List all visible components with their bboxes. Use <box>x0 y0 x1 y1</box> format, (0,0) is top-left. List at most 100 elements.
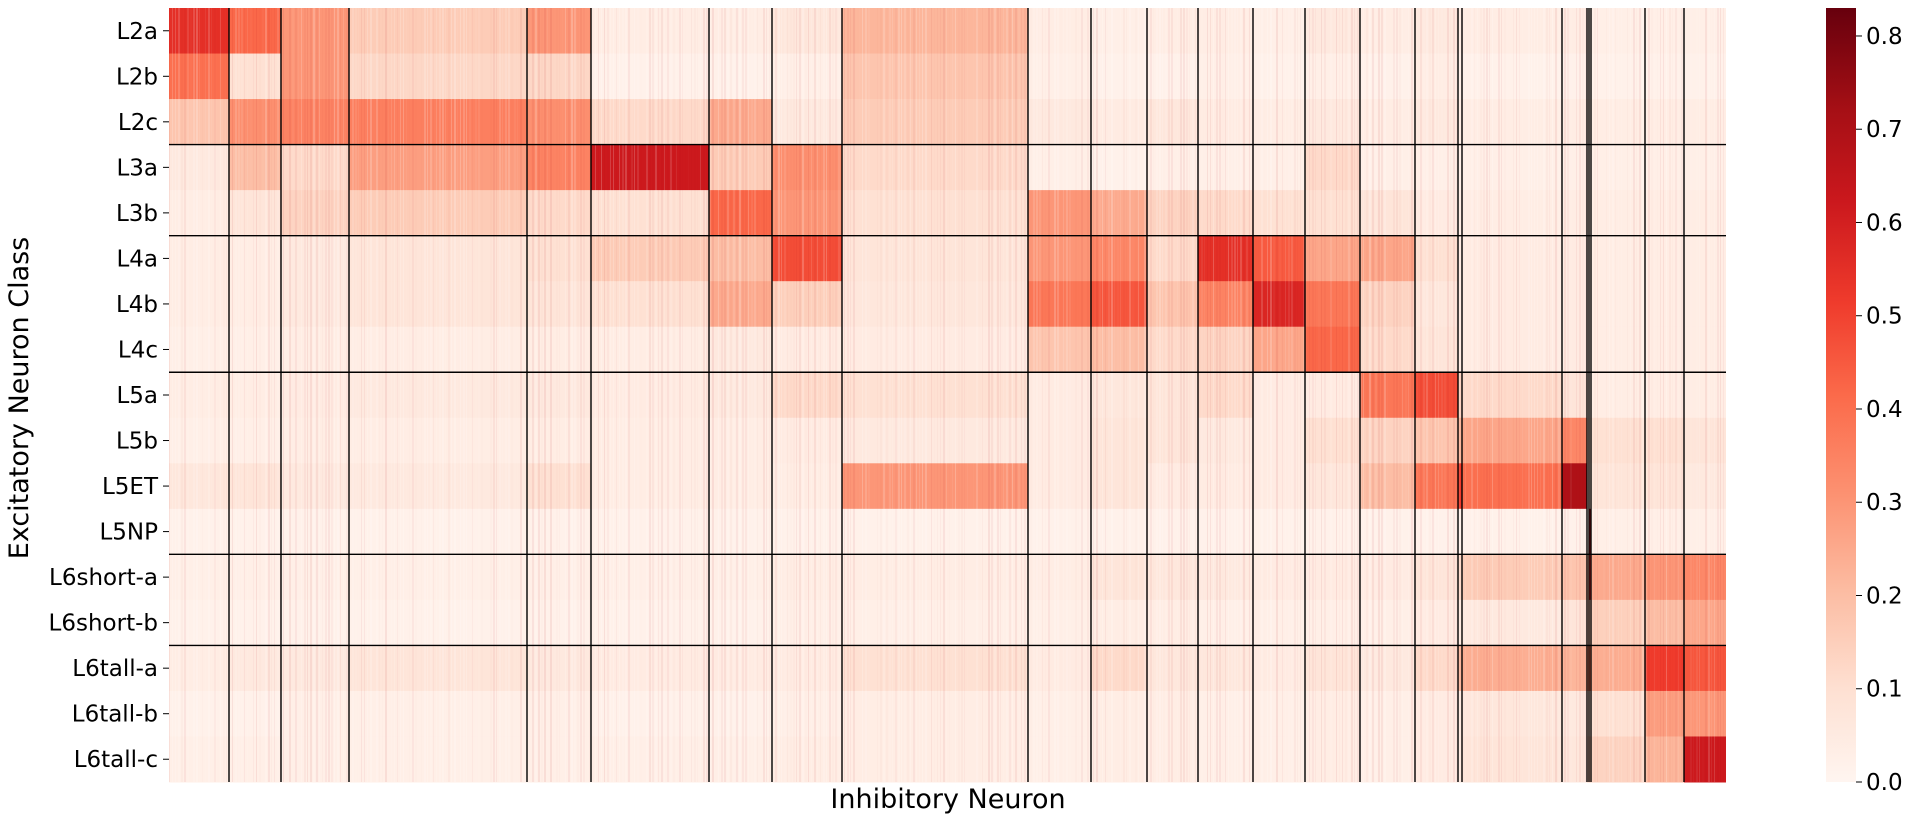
texture-stripe <box>1033 8 1035 782</box>
texture-stripe <box>592 8 594 782</box>
texture-stripe <box>490 8 492 782</box>
heatmap-cell <box>527 144 591 191</box>
heatmap-cell <box>1028 144 1091 191</box>
texture-stripe <box>1513 8 1514 782</box>
texture-stripe <box>886 8 888 782</box>
colorbar-tick-label: 0.4 <box>1866 397 1903 423</box>
texture-stripe <box>193 8 195 782</box>
texture-stripe <box>793 8 795 782</box>
texture-stripe <box>1183 8 1185 782</box>
texture-stripe <box>1399 8 1401 782</box>
heatmap-cell <box>1589 99 1591 146</box>
heatmap-cell <box>1591 690 1645 737</box>
heatmap-cell <box>1028 690 1091 737</box>
heatmap-cell <box>1415 144 1458 191</box>
texture-stripe <box>1621 8 1622 782</box>
texture-stripe <box>1543 8 1545 782</box>
texture-stripe <box>994 8 996 782</box>
heatmap-cell <box>1415 463 1458 510</box>
texture-stripe <box>1303 8 1305 782</box>
texture-stripe <box>1123 8 1125 782</box>
texture-stripe <box>1504 8 1506 782</box>
heatmap-cell <box>1684 281 1726 328</box>
texture-stripe <box>1075 8 1077 782</box>
heatmap-cell <box>772 8 842 55</box>
texture-stripe <box>562 8 563 782</box>
heatmap-cell <box>591 554 709 601</box>
heatmap-cell <box>1562 463 1587 510</box>
texture-stripe <box>1243 8 1245 782</box>
texture-stripe <box>1186 8 1188 782</box>
texture-stripe <box>787 8 788 782</box>
heatmap-cell <box>709 463 772 510</box>
texture-stripe <box>1324 8 1326 782</box>
texture-stripe <box>964 8 965 782</box>
texture-stripe <box>865 8 867 782</box>
texture-stripe <box>1294 8 1296 782</box>
heatmap-cell <box>772 326 842 373</box>
texture-stripe <box>934 8 935 782</box>
heatmap-cell <box>1305 99 1360 146</box>
texture-stripe <box>610 8 611 782</box>
heatmap-cell <box>1253 372 1305 419</box>
texture-stripe <box>739 8 741 782</box>
heatmap-cell <box>1028 599 1091 646</box>
heatmap-cell <box>1458 190 1462 237</box>
texture-stripe <box>169 8 170 782</box>
texture-stripe <box>1639 8 1641 782</box>
heatmap-cell <box>349 554 527 601</box>
texture-stripe <box>868 8 870 782</box>
heatmap-cell <box>1587 144 1589 191</box>
heatmap-cell <box>1028 281 1091 328</box>
texture-stripe <box>781 8 782 782</box>
heatmap-cell <box>1587 99 1589 146</box>
texture-stripe <box>889 8 891 782</box>
texture-stripe <box>1579 8 1581 782</box>
heatmap-cell <box>281 417 349 464</box>
heatmap-cell <box>709 144 772 191</box>
heatmap-cell <box>281 645 349 692</box>
heatmap-cell <box>1589 144 1591 191</box>
texture-stripe <box>310 8 312 782</box>
texture-stripe <box>505 8 507 782</box>
heatmap-cell <box>1198 736 1253 783</box>
texture-stripe <box>916 8 917 782</box>
heatmap-cell <box>1360 417 1415 464</box>
texture-stripe <box>295 8 297 782</box>
heatmap-cell <box>1415 190 1458 237</box>
texture-stripe <box>307 8 308 782</box>
heatmap-cell <box>1028 326 1091 373</box>
texture-stripe <box>304 8 306 782</box>
heatmap-cell <box>1091 372 1147 419</box>
texture-stripe <box>1531 8 1532 782</box>
texture-stripe <box>1114 8 1115 782</box>
heatmap-cell <box>1589 53 1591 100</box>
heatmap-cell <box>1587 190 1589 237</box>
texture-stripe <box>943 8 945 782</box>
texture-stripe <box>1429 8 1431 782</box>
texture-stripe <box>268 8 270 782</box>
heatmap-cell <box>527 235 591 282</box>
heatmap-cell <box>229 463 281 510</box>
heatmap-cell <box>842 508 1028 555</box>
texture-stripe <box>928 8 930 782</box>
heatmap-cell <box>1147 554 1198 601</box>
texture-stripe <box>520 8 522 782</box>
y-tick-label: L3b <box>116 201 158 227</box>
texture-stripe <box>235 8 237 782</box>
texture-stripe <box>469 8 471 782</box>
texture-stripe <box>907 8 909 782</box>
texture-stripe <box>361 8 362 782</box>
texture-stripe <box>265 8 267 782</box>
texture-stripe <box>391 8 392 782</box>
texture-stripe <box>682 8 683 782</box>
heatmap-cell <box>527 736 591 783</box>
texture-stripe <box>1642 8 1644 782</box>
heatmap-cell <box>709 417 772 464</box>
texture-stripe <box>1369 8 1371 782</box>
texture-stripe <box>1015 8 1017 782</box>
heatmap-cell <box>591 417 709 464</box>
texture-stripe <box>1009 8 1011 782</box>
texture-stripe <box>580 8 582 782</box>
texture-stripe <box>814 8 816 782</box>
